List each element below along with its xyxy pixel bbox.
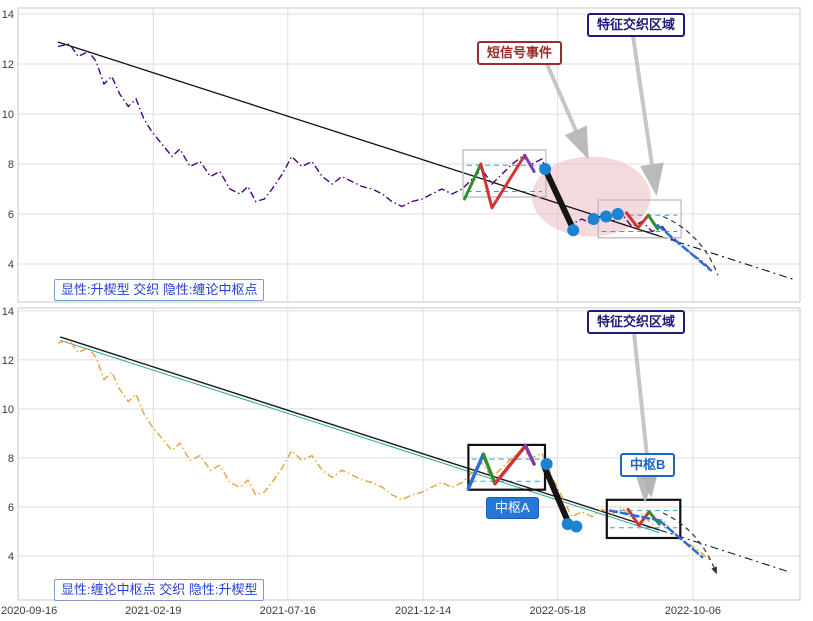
x-tick-label: 2021-12-14 (395, 605, 451, 617)
x-tick-label: 2022-05-18 (529, 605, 585, 617)
chan-segment (646, 213, 660, 231)
x-tick-label: 2021-02-19 (125, 605, 181, 617)
y-tick-label: 8 (8, 159, 14, 171)
annotation-arrow (631, 35, 664, 196)
feature-stroke (541, 463, 572, 526)
chan-segment (523, 153, 536, 173)
chan-segment (466, 452, 486, 491)
y-tick-label: 14 (2, 306, 14, 318)
y-tick-label: 12 (2, 59, 14, 71)
mode-label-bottom: 显性:缠论中枢点 交织 隐性:升楔型 (54, 579, 265, 602)
annotation-arrow (545, 63, 589, 160)
price-line (57, 43, 711, 270)
signal-dot (587, 213, 600, 225)
panel-border (17, 7, 801, 303)
y-tick-label: 6 (8, 502, 14, 514)
pivot-b-label: 中枢B (620, 453, 676, 478)
signal-dot (567, 224, 580, 237)
chan-segment (523, 443, 536, 466)
chan-segment (479, 153, 527, 210)
x-tick-label: 2021-07-16 (260, 605, 316, 617)
chan-segment (608, 509, 661, 522)
price-line (57, 339, 711, 562)
chan-segment (481, 452, 497, 486)
annotation-arrow (634, 470, 659, 503)
x-tick-label: 2020-09-16 (1, 605, 57, 617)
y-tick-label: 12 (2, 355, 14, 367)
y-tick-label: 6 (8, 209, 14, 221)
panel-border (17, 307, 801, 601)
signal-dot (600, 210, 613, 223)
mode-label-top: 显性:升楔型 交织 隐性:缠论中枢点 (54, 279, 265, 302)
x-tick-label: 2022-10-06 (665, 605, 721, 617)
signal-dot (570, 520, 583, 533)
chan-segment (493, 443, 528, 486)
y-tick-label: 10 (2, 404, 14, 416)
signal-dot (611, 208, 624, 220)
projection-curve (662, 512, 717, 575)
y-tick-label: 4 (8, 551, 14, 563)
panel-lower: 4 6 8 10 12 14 (2, 306, 801, 601)
panel-upper: 4 6 8 10 12 14 (2, 7, 801, 303)
trend-line (659, 235, 796, 281)
chan-segment (624, 211, 650, 230)
y-tick-label: 10 (2, 109, 14, 121)
annotation-signal-event: 短信号事件 (477, 41, 563, 66)
feature-stroke (542, 166, 577, 232)
annotation-weave-region-bottom: 特征交织区域 (587, 310, 686, 335)
trend-line (60, 339, 660, 534)
chan-segment (657, 519, 704, 559)
trend-line (59, 336, 660, 531)
signal-dot (539, 163, 552, 175)
annotation-weave-region-top: 特征交织区域 (587, 13, 686, 38)
projection-curve (662, 215, 719, 276)
pivot-a-label: 中枢A (486, 497, 539, 520)
chan-segment (656, 224, 713, 272)
y-tick-label: 4 (8, 259, 14, 271)
chan-segment (463, 162, 483, 201)
trend-line (57, 41, 660, 237)
chan-segment (647, 510, 661, 526)
y-tick-label: 14 (2, 9, 14, 21)
y-tick-label: 8 (8, 453, 14, 465)
signal-dot (540, 458, 553, 470)
